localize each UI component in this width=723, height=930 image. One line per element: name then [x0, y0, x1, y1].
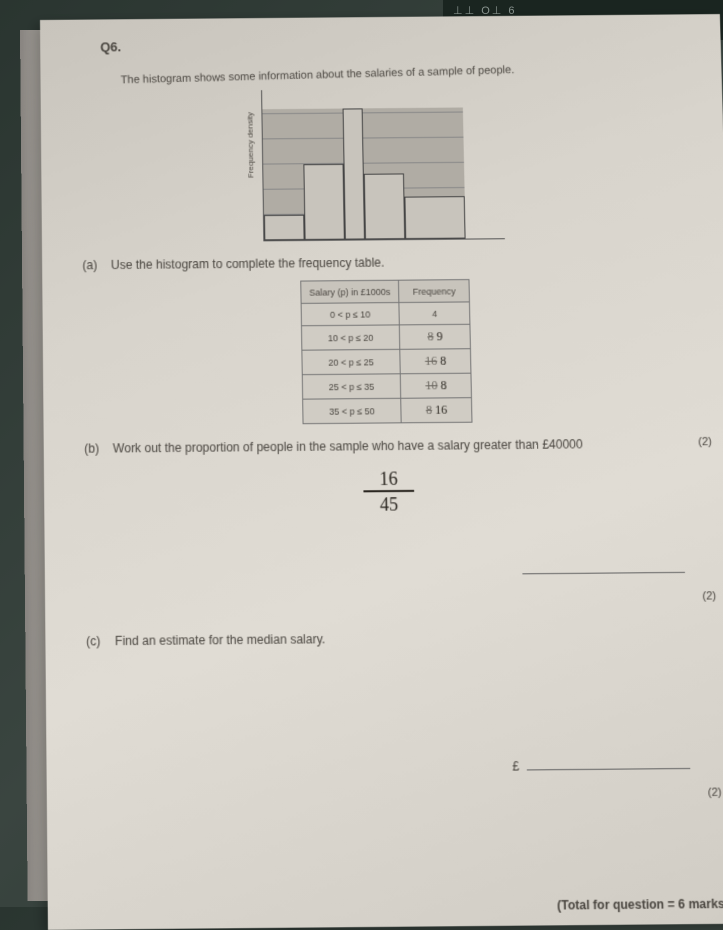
part-b-label: (b): [84, 441, 109, 456]
histogram-bar: [343, 108, 365, 239]
table-row: 25 < p ≤ 35108: [302, 373, 472, 399]
frequency-cell: 4: [399, 302, 470, 325]
answer-blank[interactable]: [527, 768, 690, 771]
histogram-chart: Frequency density: [261, 88, 505, 241]
range-cell: 35 < p ≤ 50: [302, 398, 401, 423]
histogram-bar: [404, 196, 465, 239]
question-number: Q6.: [100, 34, 691, 54]
col-frequency-header: Frequency: [399, 280, 470, 303]
part-b: (b) Work out the proportion of people in…: [84, 436, 702, 456]
part-a-label: (a): [82, 258, 107, 272]
part-b-marks: (2): [698, 436, 712, 448]
table-row: 35 < p ≤ 50816: [302, 398, 472, 424]
frequency-table: Salary (p) in £1000s Frequency 0 < p ≤ 1…: [300, 279, 473, 424]
part-c-text: Find an estimate for the median salary.: [115, 632, 325, 648]
y-axis-label: Frequency density: [246, 112, 256, 178]
part-c: (c) Find an estimate for the median sala…: [86, 629, 707, 649]
histogram-bar: [303, 164, 344, 240]
range-cell: 25 < p ≤ 35: [302, 374, 401, 399]
part-b-text: Work out the proportion of people in the…: [113, 437, 583, 455]
question-intro: The histogram shows some information abo…: [121, 59, 692, 86]
fraction-denominator: 45: [363, 492, 414, 518]
fraction-numerator: 16: [363, 468, 414, 492]
part-b-answer-line: [518, 562, 685, 578]
part-c-marks: (2): [708, 786, 722, 799]
answer-blank[interactable]: [522, 572, 685, 574]
table-row: 20 < p ≤ 25168: [302, 349, 472, 375]
range-cell: 0 < p ≤ 10: [301, 303, 400, 326]
range-cell: 20 < p ≤ 25: [302, 349, 401, 374]
range-cell: 10 < p ≤ 20: [301, 325, 400, 350]
histogram-bar: [264, 215, 305, 241]
frequency-cell: 89: [400, 324, 471, 349]
worksheet-page: Q6. The histogram shows some information…: [40, 14, 723, 930]
col-salary-header: Salary (p) in £1000s: [300, 280, 399, 303]
part-c-label: (c): [86, 634, 112, 649]
currency-symbol: £: [512, 759, 519, 774]
frequency-cell: 816: [401, 398, 472, 423]
frequency-cell: 108: [401, 373, 472, 398]
working-fraction: 16 45: [363, 468, 415, 518]
part-c-answer-line: £: [512, 758, 690, 774]
table-row: 0 < p ≤ 104: [301, 302, 470, 326]
total-marks: (Total for question = 6 marks: [557, 896, 723, 912]
part-b-answer-marks: (2): [702, 590, 716, 603]
frequency-cell: 168: [400, 349, 471, 374]
part-a-text: Use the histogram to complete the freque…: [111, 255, 385, 272]
part-a: (a) Use the histogram to complete the fr…: [82, 253, 696, 273]
histogram-bar: [364, 173, 405, 239]
table-row: 10 < p ≤ 2089: [301, 324, 471, 350]
